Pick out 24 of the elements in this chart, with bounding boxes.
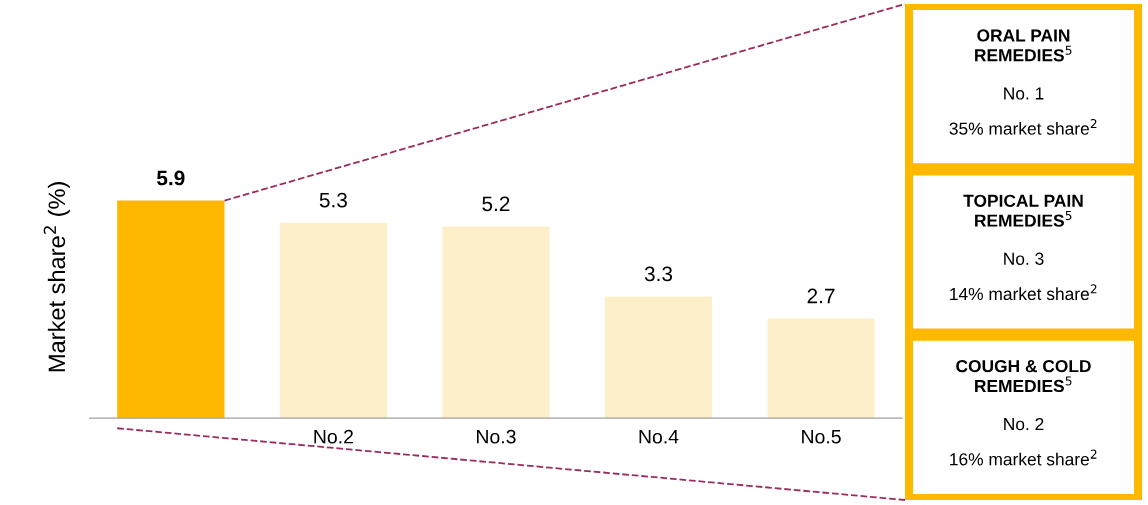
data-label: 2.7 (807, 288, 835, 304)
x-tick-label: No.3 (477, 429, 516, 444)
text: No. 2 (1004, 417, 1044, 431)
bar (604, 296, 713, 419)
bar (279, 222, 388, 419)
y-axis-title: Market share$^{2}$ (%) (43, 182, 70, 372)
text: ORAL PAIN REMEDIES$^{5}$ (975, 29, 1072, 62)
bar (117, 200, 225, 419)
x-tick-label: No.5 (802, 429, 841, 444)
x-tick-label: No.4 (639, 429, 679, 444)
x-tick-label: No.2 (314, 429, 353, 444)
data-label: 5.9 (156, 170, 185, 186)
bar (767, 318, 875, 419)
text: No. 3 (1004, 252, 1044, 265)
text: No. 1 (1004, 87, 1044, 100)
text: 16% market share$^{2}$ (950, 449, 1097, 466)
text: 35% market share$^{2}$ (949, 118, 1097, 135)
bar (442, 226, 550, 419)
text: TOPICAL PAIN REMEDIES$^{5}$ (963, 194, 1083, 227)
data-label: 5.3 (319, 192, 347, 208)
text: COUGH & COLD REMEDIES$^{5}$ (956, 359, 1091, 393)
data-label: 3.3 (644, 266, 673, 282)
data-label: 5.2 (482, 196, 510, 212)
text: 14% market share$^{2}$ (950, 284, 1097, 301)
